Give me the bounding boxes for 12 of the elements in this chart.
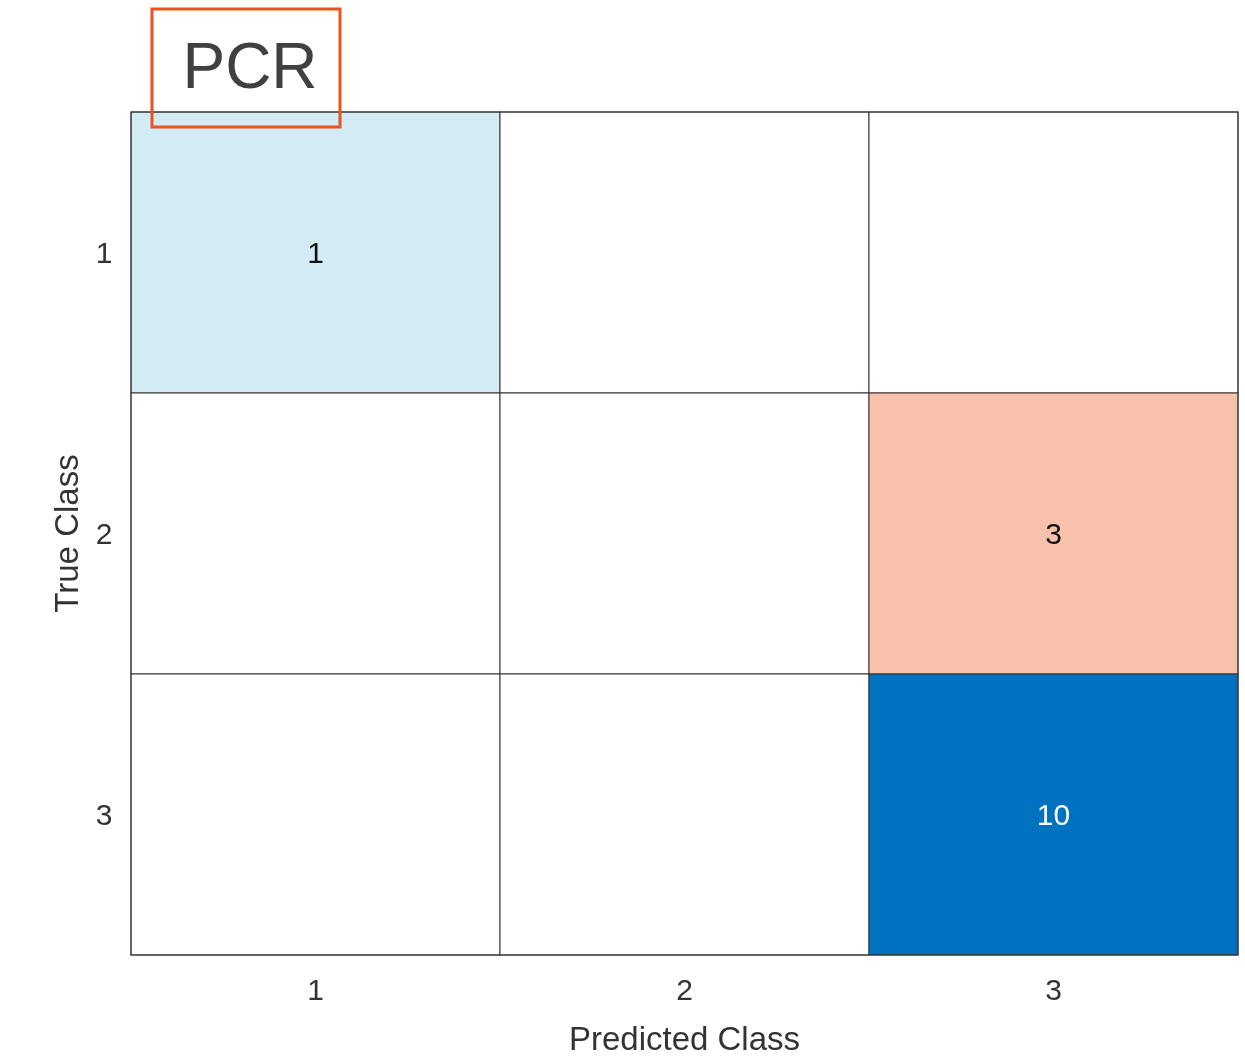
y-axis-title: True Class: [48, 454, 85, 613]
data-label: 3: [1045, 517, 1062, 550]
chart-title: PCR: [182, 30, 318, 102]
x-tick-label: 3: [1045, 973, 1062, 1006]
x-axis-title: Predicted Class: [568, 1020, 801, 1057]
y-tick-label: 1: [95, 236, 113, 269]
x-tick-label: 2: [676, 973, 693, 1006]
data-label: 10: [1036, 798, 1071, 831]
x-tick-label: 1: [307, 973, 324, 1006]
data-label: 1: [307, 236, 324, 269]
y-tick-label: 3: [95, 798, 113, 831]
y-tick-label: 2: [95, 517, 113, 550]
